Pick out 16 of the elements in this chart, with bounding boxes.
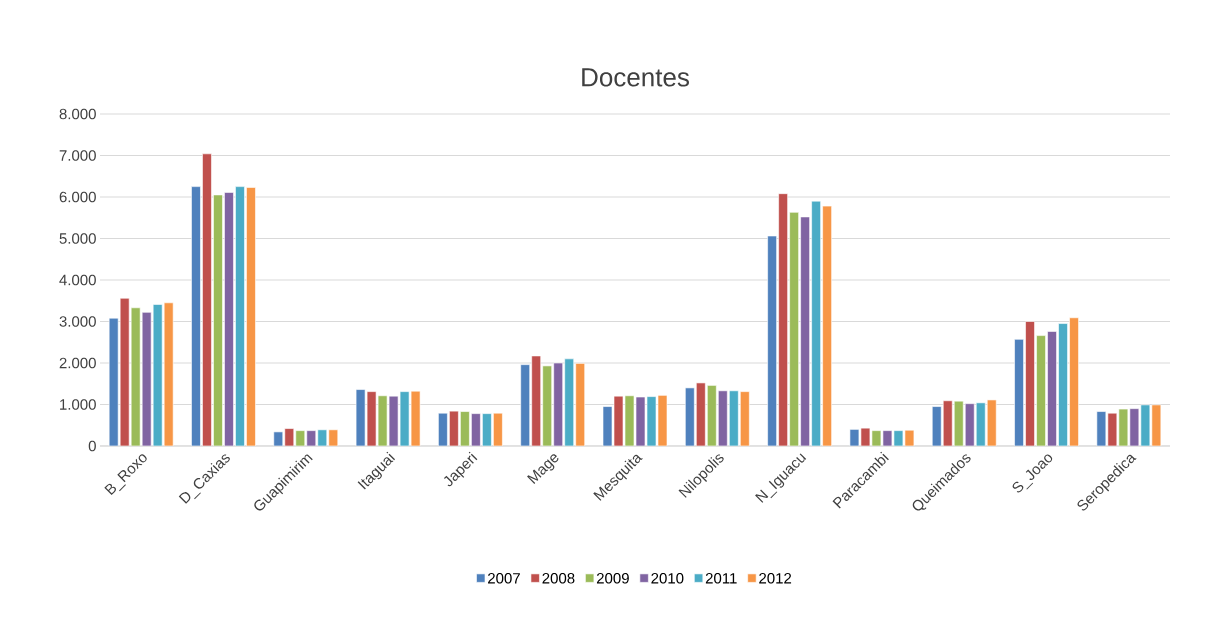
legend-label: 2009 [596, 573, 629, 584]
y-tick-label: 0 [88, 440, 96, 452]
y-tick-label: 2.000 [59, 357, 96, 369]
chart-title: Docentes [582, 68, 689, 87]
legend-label: 2012 [759, 573, 792, 584]
y-tick-label: 1.000 [60, 399, 96, 410]
legend-label: 2007 [488, 573, 520, 584]
y-tick-label: 8.000 [59, 108, 96, 120]
y-tick-label: 5.000 [59, 233, 96, 244]
y-tick-label: 6.000 [59, 191, 96, 203]
y-tick-label: 7.000 [59, 150, 96, 161]
legend-label: 2011 [705, 573, 737, 584]
legend-label: 2008 [542, 573, 575, 584]
y-tick-label: 3.000 [59, 316, 96, 327]
legend-label: 2010 [651, 573, 684, 584]
y-tick-label: 4.000 [59, 274, 96, 286]
